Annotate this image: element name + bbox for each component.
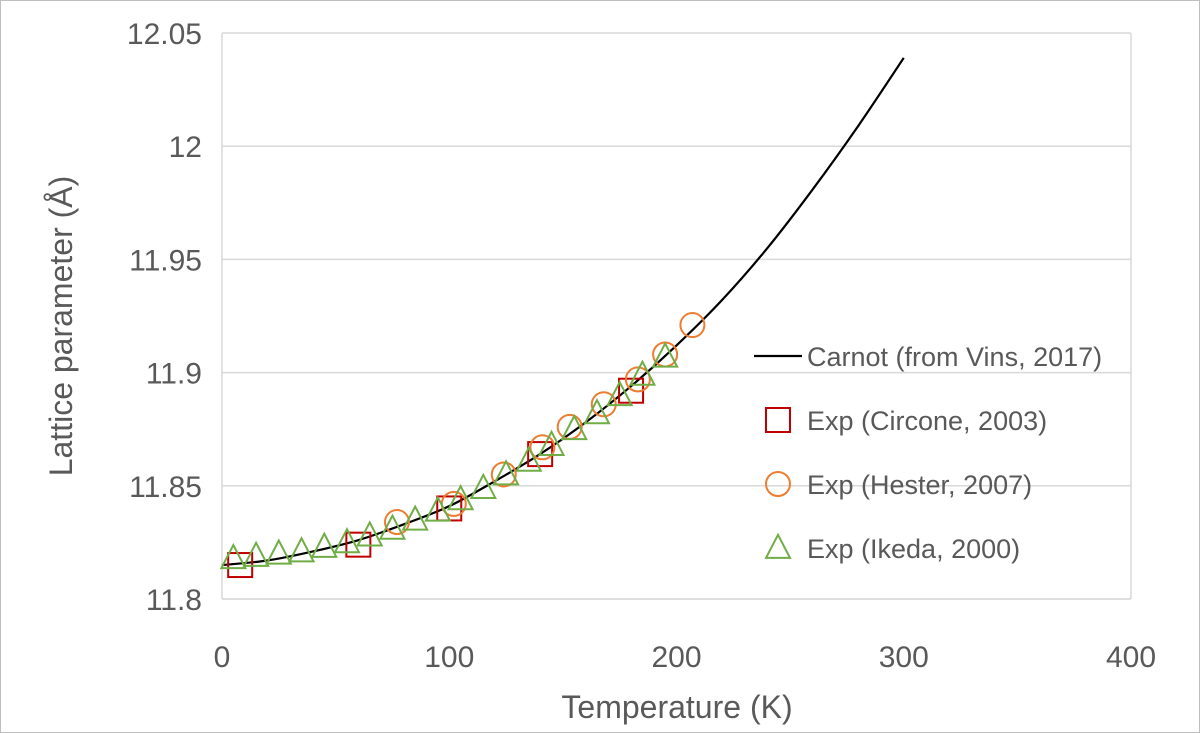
y-axis-title: Lattice parameter (Å) (43, 176, 79, 477)
legend-label: Exp (Circone, 2003) (807, 406, 1047, 436)
y-tick-label: 11.85 (129, 471, 202, 504)
triangle-marker (492, 459, 520, 486)
circle-marker (383, 509, 410, 536)
circle-marker (529, 434, 556, 461)
x-tick-label: 0 (214, 641, 231, 674)
triangle-marker (515, 445, 543, 472)
triangle-marker (401, 504, 429, 531)
triangle-marker (606, 379, 634, 407)
triangle-marker (628, 359, 657, 386)
series-square-markers (227, 377, 645, 579)
triangle-marker (333, 527, 361, 554)
legend-triangle-swatch (764, 532, 792, 559)
carnot-curve (221, 57, 905, 567)
triangle-marker (265, 538, 293, 565)
x-tick-label: 300 (879, 641, 929, 674)
legend-label: Carnot (from Vins, 2017) (807, 342, 1102, 372)
triangle-marker (560, 413, 588, 441)
legend-square-swatch (765, 407, 791, 433)
legend-item: Exp (Circone, 2003) (765, 406, 1047, 436)
y-tick-label: 11.8 (146, 584, 202, 617)
legend-circle-swatch (765, 471, 791, 497)
triangle-marker (242, 540, 270, 567)
series-circle-markers (383, 312, 706, 536)
triangle-marker (219, 542, 248, 570)
triangle-marker (424, 495, 452, 522)
x-axis-title: Temperature (K) (561, 689, 792, 725)
legend-item: Exp (Ikeda, 2000) (764, 532, 1020, 564)
triangle-marker (287, 536, 316, 563)
legend-item: Exp (Hester, 2007) (765, 470, 1032, 500)
series-layer (219, 57, 905, 579)
x-tick-label: 100 (424, 641, 474, 674)
y-tick-label: 11.95 (129, 244, 202, 277)
gridlines (222, 32, 1131, 600)
circle-marker (624, 366, 651, 393)
legend-label: Exp (Ikeda, 2000) (807, 534, 1020, 564)
triangle-marker (356, 520, 384, 547)
axes (221, 33, 1132, 600)
triangle-marker (651, 341, 679, 368)
circle-marker (679, 312, 706, 339)
triangle-marker (378, 513, 407, 540)
circle-marker (652, 341, 679, 368)
series-triangle-markers (219, 341, 679, 570)
y-tick-label: 12 (169, 131, 202, 164)
x-tick-label: 400 (1106, 641, 1156, 674)
triangle-marker (469, 472, 497, 499)
triangle-marker (310, 531, 338, 558)
triangle-marker (446, 484, 475, 511)
y-tick-label: 12.05 (127, 18, 202, 51)
triangle-marker (537, 429, 566, 456)
series-carnot-line (221, 57, 905, 567)
legend: Carnot (from Vins, 2017) Exp (Circone, 20… (754, 342, 1102, 564)
y-tick-label: 11.9 (146, 358, 202, 391)
x-tick-label: 200 (651, 641, 701, 674)
legend-label: Exp (Hester, 2007) (807, 470, 1032, 500)
triangle-marker (583, 397, 611, 425)
tick-labels: 11.8 11.85 11.9 11.95 12 12.05 0 100 200 300 400 (127, 18, 1156, 674)
legend-item: Carnot (from Vins, 2017) (754, 342, 1102, 372)
circle-marker (490, 461, 517, 488)
